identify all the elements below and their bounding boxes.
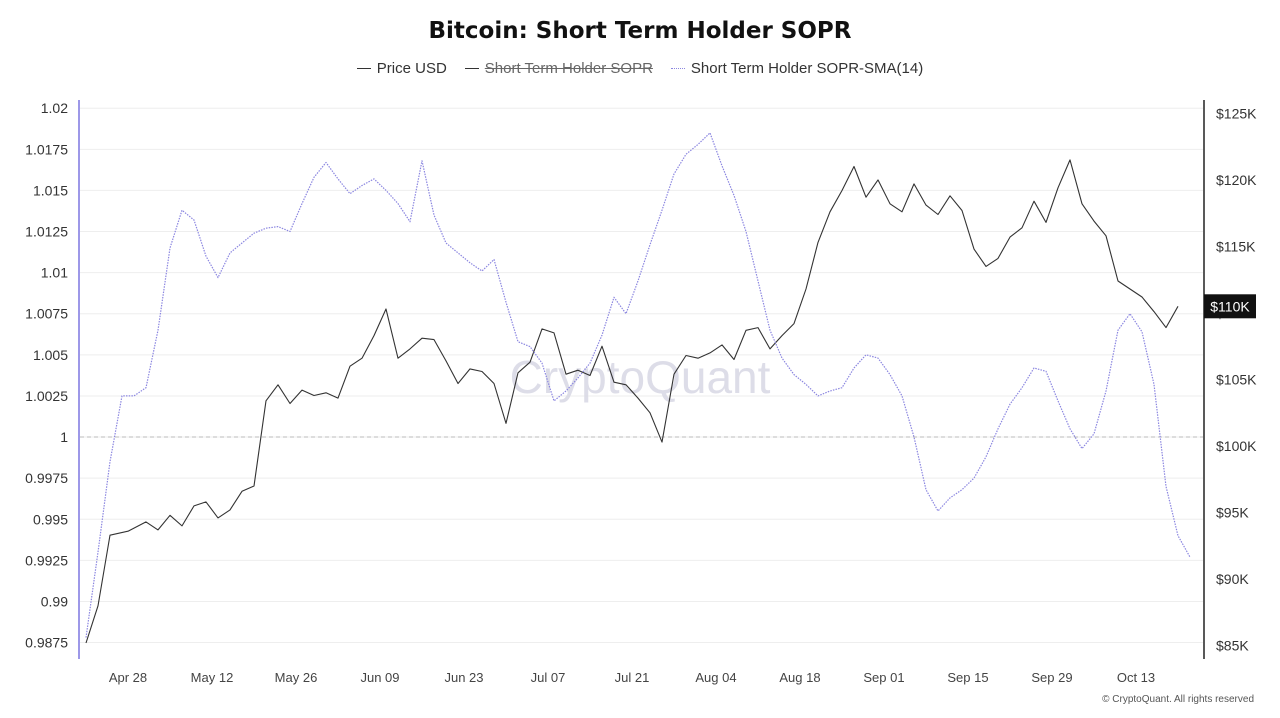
x-tick-label: Jul 07 [531,670,566,685]
x-tick-label: May 26 [275,670,318,685]
right-tick-label: $105K [1216,372,1257,388]
x-tick-label: Jul 21 [615,670,650,685]
left-tick-label: 1.0025 [25,388,68,404]
left-axis-ticks: 0.9875 0.99 0.9925 0.995 0.9975 1 1.0025 1.005 1… [25,100,68,650]
left-tick-label: 0.995 [33,511,68,527]
left-tick-label: 1.0125 [25,224,68,240]
x-tick-label: Jun 09 [360,670,399,685]
right-tick-label: $115K [1216,238,1256,254]
left-tick-label: 1.015 [33,182,68,198]
left-tick-label: 1.01 [41,265,68,281]
left-tick-label: 0.9925 [25,552,68,568]
right-tick-label: $125K [1216,105,1257,121]
legend-line-icon [670,68,685,69]
left-tick-label: 1.02 [41,100,68,116]
x-tick-label: Sep 29 [1031,670,1072,685]
watermark: CryptoQuant [510,351,771,403]
sopr-sma-line [85,132,1191,638]
x-axis-ticks: Apr 28 May 12 May 26 Jun 09 Jun 23 Jul 07 Jul … [109,670,1155,685]
left-tick-label: 0.9875 [25,635,68,651]
legend-item-sopr[interactable]: Short Term Holder SOPR [464,60,653,77]
left-tick-label: 0.99 [41,593,68,609]
x-tick-label: Jun 23 [444,670,483,685]
legend-label: Short Term Holder SOPR [484,60,653,77]
legend-line-icon [464,68,479,69]
legend-item-sopr-sma[interactable]: Short Term Holder SOPR-SMA(14) [670,60,924,77]
right-tick-label: $95K [1216,505,1249,521]
x-tick-label: Sep 01 [863,670,904,685]
x-tick-label: May 12 [191,670,234,685]
right-tick-label: $90K [1216,571,1249,587]
x-tick-label: Aug 04 [695,670,736,685]
x-tick-label: Sep 15 [947,670,988,685]
chart-title: Bitcoin: Short Term Holder SOPR [428,18,852,44]
legend-line-icon [356,68,371,69]
legend-label: Price USD [376,60,447,77]
series-layer [85,132,1191,644]
left-tick-label: 1 [60,429,68,445]
legend-label: Short Term Holder SOPR-SMA(14) [690,60,924,77]
x-tick-label: Apr 28 [109,670,147,685]
right-tick-label: $100K [1216,438,1257,454]
current-price-badge: $110K [1204,294,1256,319]
gridlines [80,107,1203,644]
left-tick-label: 1.005 [33,347,68,363]
right-axis-ticks: $85K$90K$95K$100K$105K$110K$115K$120K$12… [1216,105,1257,653]
right-tick-label: $85K [1216,638,1249,654]
right-tick-label: $120K [1216,172,1257,188]
legend-item-price-usd[interactable]: Price USD [356,60,447,77]
left-tick-label: 0.9975 [25,470,68,486]
price-usd-line [85,159,1179,644]
current-price-badge-label: $110K [1210,298,1250,314]
x-tick-label: Aug 18 [779,670,820,685]
left-tick-label: 1.0075 [25,306,68,322]
chart-legend: Price USD Short Term Holder SOPR Short T… [0,60,1280,77]
current-price-badge-bg [1204,294,1256,319]
copyright-footer: © CryptoQuant. All rights reserved [1102,694,1254,705]
left-tick-label: 1.0175 [25,141,68,157]
x-tick-label: Oct 13 [1117,670,1155,685]
